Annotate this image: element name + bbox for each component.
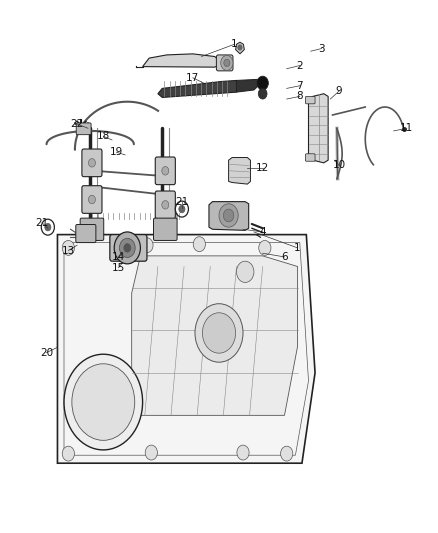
Circle shape (195, 304, 243, 362)
Text: 20: 20 (40, 348, 53, 358)
Circle shape (202, 313, 236, 353)
Text: 6: 6 (281, 252, 288, 262)
FancyBboxPatch shape (155, 191, 175, 219)
Circle shape (124, 244, 131, 252)
FancyBboxPatch shape (110, 235, 147, 261)
Text: 19: 19 (110, 147, 123, 157)
FancyBboxPatch shape (76, 224, 96, 243)
Text: 14: 14 (112, 253, 125, 262)
FancyBboxPatch shape (216, 55, 233, 71)
Circle shape (145, 445, 157, 460)
Circle shape (223, 209, 234, 222)
FancyBboxPatch shape (155, 157, 175, 184)
FancyBboxPatch shape (80, 218, 104, 240)
Circle shape (179, 205, 185, 213)
Circle shape (162, 166, 169, 175)
Circle shape (72, 364, 135, 440)
Polygon shape (132, 256, 297, 415)
Circle shape (259, 240, 271, 255)
FancyBboxPatch shape (76, 123, 91, 135)
Text: 1: 1 (294, 243, 301, 253)
Text: 21: 21 (175, 197, 188, 207)
Circle shape (238, 45, 242, 50)
Circle shape (120, 238, 135, 257)
Text: 15: 15 (112, 263, 125, 272)
Text: 18: 18 (97, 131, 110, 141)
Text: 9: 9 (336, 86, 343, 96)
FancyBboxPatch shape (305, 154, 315, 161)
Circle shape (141, 238, 153, 253)
Circle shape (88, 195, 95, 204)
FancyBboxPatch shape (82, 149, 102, 176)
Circle shape (64, 354, 143, 450)
Polygon shape (236, 42, 244, 54)
Circle shape (45, 223, 51, 231)
FancyBboxPatch shape (153, 218, 177, 240)
Polygon shape (209, 201, 249, 230)
Circle shape (221, 55, 233, 70)
Circle shape (162, 200, 169, 209)
Text: 21: 21 (35, 218, 49, 228)
Polygon shape (143, 54, 223, 67)
Text: 11: 11 (400, 123, 413, 133)
Text: 4: 4 (259, 227, 266, 237)
Text: 2: 2 (297, 61, 303, 70)
Circle shape (62, 240, 74, 255)
Polygon shape (308, 94, 328, 163)
Circle shape (281, 446, 293, 461)
Text: 3: 3 (318, 44, 325, 53)
Polygon shape (237, 79, 258, 92)
Circle shape (62, 446, 74, 461)
FancyBboxPatch shape (305, 96, 315, 104)
Polygon shape (158, 80, 239, 98)
Text: 22: 22 (71, 119, 84, 129)
Polygon shape (229, 158, 251, 184)
Circle shape (224, 59, 230, 67)
FancyBboxPatch shape (82, 185, 102, 213)
Circle shape (258, 88, 267, 99)
Circle shape (193, 237, 205, 252)
Circle shape (257, 76, 268, 90)
Text: 17: 17 (186, 73, 199, 83)
Circle shape (114, 232, 141, 264)
Text: 8: 8 (297, 91, 303, 101)
Text: 7: 7 (297, 81, 303, 91)
Circle shape (237, 261, 254, 282)
Text: 1: 1 (231, 39, 237, 49)
Polygon shape (57, 235, 315, 463)
Text: 13: 13 (62, 246, 75, 255)
Text: 10: 10 (332, 160, 346, 171)
Text: 12: 12 (256, 163, 269, 173)
Circle shape (88, 159, 95, 167)
Circle shape (219, 204, 238, 227)
Circle shape (237, 445, 249, 460)
